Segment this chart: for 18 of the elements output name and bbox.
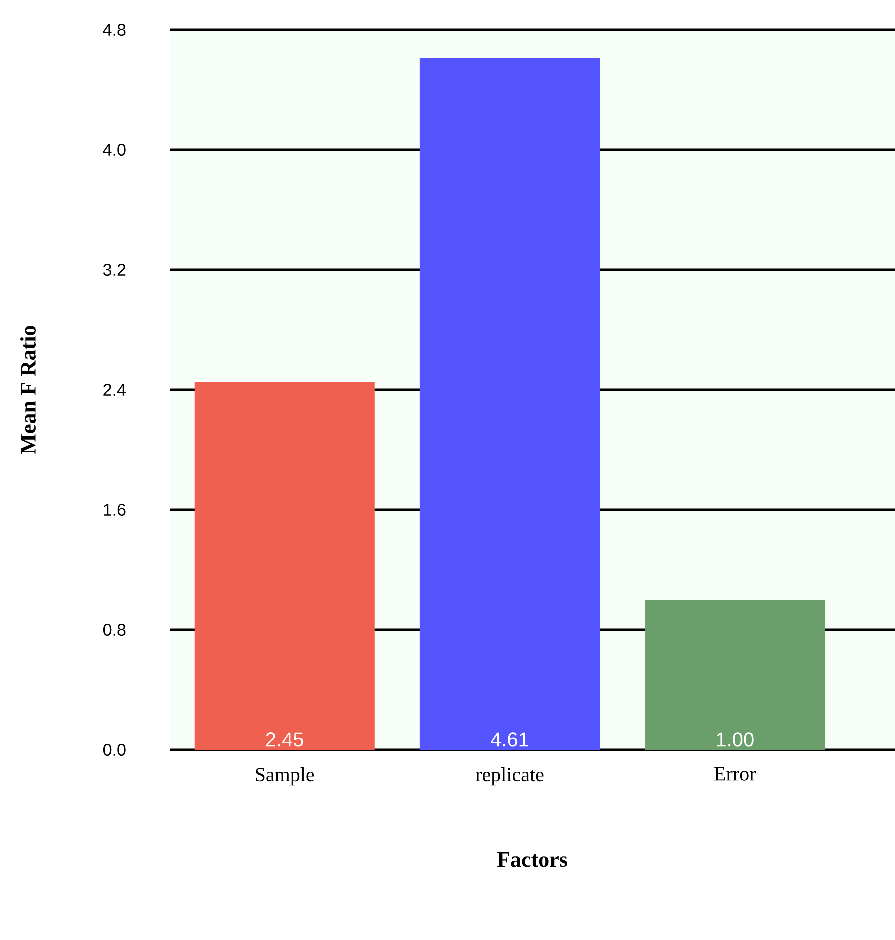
data-label: 1.00 [717,732,754,747]
y-tick-label: 4.8 [103,24,126,36]
y-tick-label: 0.8 [103,624,126,636]
data-label: 4.61 [490,732,528,747]
x-tick-label: Error [714,768,756,781]
x-axis-title: Factors [497,852,568,868]
y-tick-label: 4.0 [103,144,126,156]
y-tick-label: 3.2 [103,264,126,276]
x-tick-label: replicate [476,768,544,786]
bar [645,600,826,750]
x-tick-label: Sample [256,768,314,786]
y-axis-title: Mean F Ratio [20,326,36,454]
y-tick-label: 1.6 [104,504,126,516]
y-tick-label: 2.4 [104,384,126,396]
bar [420,58,600,750]
data-label: 2.45 [266,732,304,747]
y-tick-label: 0.0 [103,744,126,756]
bar [194,382,375,750]
